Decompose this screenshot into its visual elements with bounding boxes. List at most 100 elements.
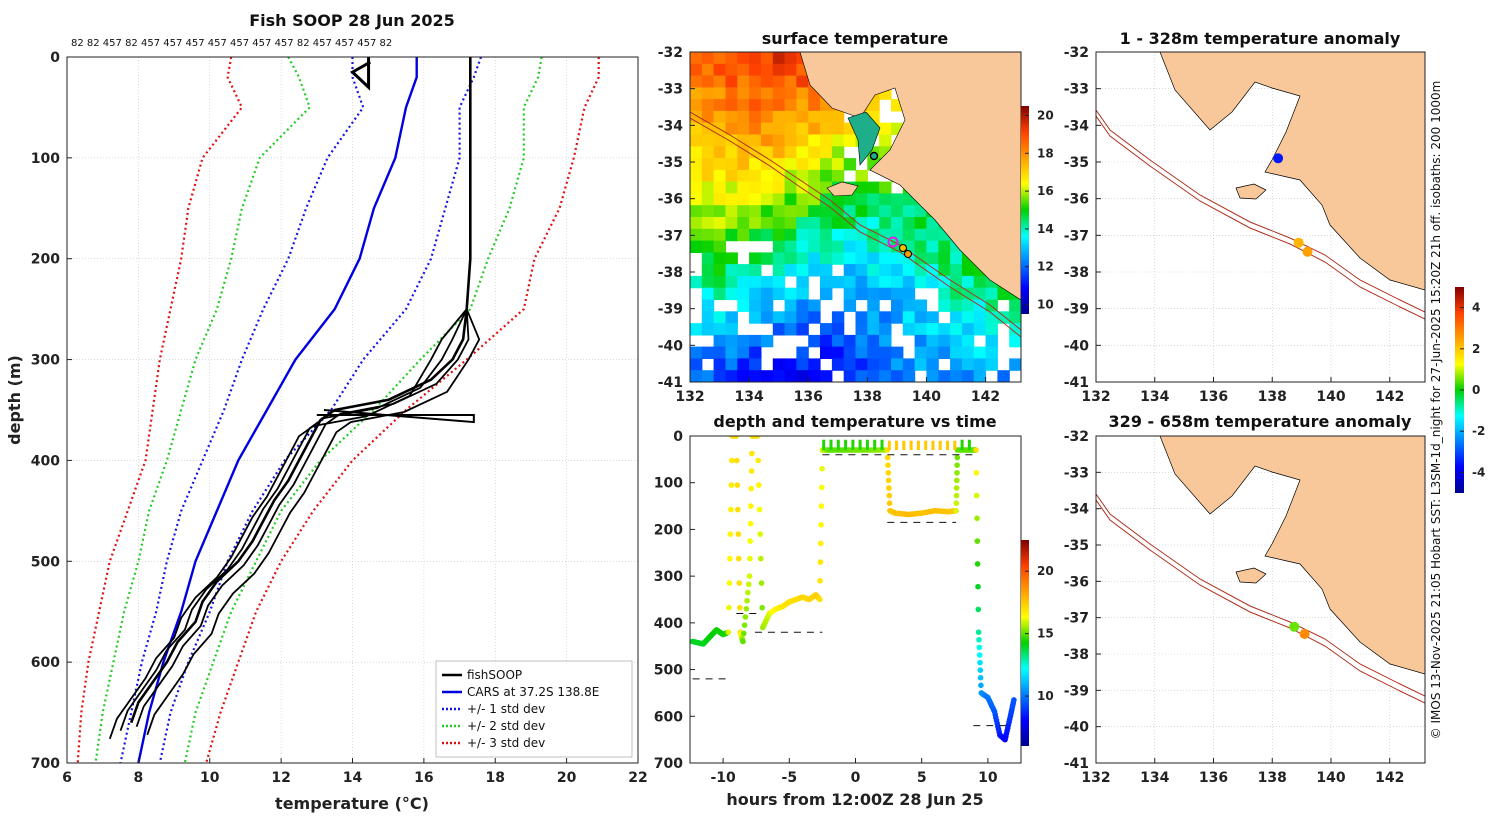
sst-cell (879, 346, 892, 359)
sst-cell (784, 99, 797, 112)
sst-cell (867, 275, 880, 289)
ts-point (754, 436, 761, 439)
sst-cell (760, 134, 774, 147)
sst-cell (914, 240, 927, 253)
ts-point (727, 531, 734, 537)
profile-line-cars-mean (137, 57, 418, 763)
sst-cell (867, 311, 880, 324)
ts-point (757, 531, 763, 537)
anomaly-colorbar (1455, 287, 1464, 493)
sst-cell (973, 311, 987, 324)
sst-cell (725, 99, 738, 112)
sst-cell (843, 134, 857, 147)
sst-cell (725, 346, 738, 359)
sst-cell (820, 217, 833, 230)
sst-cell (867, 358, 880, 371)
sst-cell (690, 193, 703, 206)
colorbar-tick-label: -2 (1472, 424, 1485, 438)
sst-cell (796, 240, 809, 253)
sst-cell (950, 358, 963, 371)
sst-cell (713, 63, 726, 77)
sst-cell (772, 122, 786, 136)
y-tick-label: -35 (658, 155, 683, 171)
sst-cell (843, 358, 857, 371)
x-tick-label: 20 (557, 770, 577, 786)
ts-point (818, 484, 825, 491)
sst-cell (950, 287, 963, 301)
sst-cell (796, 158, 809, 171)
sst-cell (808, 110, 821, 124)
sst-cell (760, 287, 774, 301)
x-tick-label: -10 (710, 770, 736, 786)
legend-box (435, 660, 633, 758)
sst-cell (820, 146, 833, 159)
sst-cell (950, 264, 963, 277)
sst-cell (820, 122, 833, 136)
sst-cell (902, 370, 916, 382)
sst-cell (760, 146, 774, 159)
sst-cell (690, 181, 703, 194)
depth-temperature-vs-time-chart: depth and temperature vs time -10 -5 0 5 100… (654, 412, 1054, 809)
ts-point (756, 482, 762, 488)
ts-xlabel: hours from 12:00Z 28 Jun 25 (726, 790, 983, 809)
anomaly-map-shallow: 1 - 328m temperature anomaly 132 134 136 13… (1064, 29, 1426, 405)
sst-cell (701, 63, 715, 77)
ts-point (953, 500, 960, 507)
sst-cell (820, 158, 833, 171)
colorbar-tick-label: 4 (1472, 301, 1480, 315)
x-tick-label: 14 (343, 770, 363, 786)
ts-point (728, 506, 734, 513)
sst-cell (713, 334, 726, 348)
sst-cell (855, 240, 868, 253)
sst-cell (725, 205, 738, 218)
sst-cell (926, 264, 939, 277)
x-tick-label: 134 (1140, 389, 1169, 405)
x-tick-label: 136 (1199, 770, 1228, 786)
sst-cell (737, 205, 750, 218)
sst-cell (879, 275, 892, 289)
sst-cell (725, 370, 738, 382)
y-tick-label: -38 (658, 265, 683, 281)
anomaly-point (1289, 621, 1300, 632)
ts-point (756, 506, 763, 513)
sst-cell (926, 358, 939, 371)
sst-cell (855, 334, 868, 348)
sst-cell (749, 169, 762, 183)
sst-cell (725, 358, 738, 371)
sst-cell (772, 264, 786, 277)
sst-cell (855, 205, 868, 218)
sst-cell (749, 181, 762, 194)
ts-point (976, 644, 983, 651)
anomaly-point (1302, 246, 1313, 257)
sst-cell (843, 193, 857, 206)
sst-cell (760, 87, 774, 100)
sst-cell (808, 122, 821, 136)
sst-cell (973, 358, 987, 371)
sst-cell (784, 158, 797, 171)
x-tick-label: 5 (917, 770, 927, 786)
ts-point (974, 538, 981, 544)
sst-cell (749, 193, 762, 206)
sst-cell (749, 370, 762, 382)
sst-cell (926, 275, 939, 289)
sst-cell (843, 370, 857, 382)
ts-point (954, 470, 960, 476)
sst-cell (713, 323, 726, 336)
sst-cell (701, 169, 715, 183)
sst-cell (820, 110, 833, 124)
y-tick-label: 0 (673, 429, 683, 445)
sst-cell (725, 252, 738, 265)
profile-legend: fishSOOP CARS at 37.2S 138.8E +/- 1 std … (435, 660, 633, 758)
sst-cell (902, 323, 916, 336)
sst-cell (843, 158, 857, 171)
sst-cell (985, 358, 998, 371)
y-tick-label: -40 (1064, 720, 1090, 736)
ts-point (734, 457, 740, 464)
sst-cell (772, 63, 786, 77)
sst-cell (820, 205, 833, 218)
sst-colorbar (1021, 106, 1029, 314)
sst-cell (760, 334, 774, 348)
sst-cell (938, 287, 951, 301)
sst-cell (808, 252, 821, 265)
